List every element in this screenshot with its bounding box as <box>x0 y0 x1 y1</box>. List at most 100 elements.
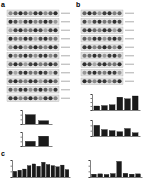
x-axis <box>13 177 71 178</box>
blot-band <box>107 20 111 24</box>
blot-band <box>8 45 12 49</box>
blot-band <box>8 11 12 15</box>
blot-label-placeholder <box>61 98 70 99</box>
blot-band <box>38 45 42 49</box>
blot-band <box>18 11 22 15</box>
blot-band <box>87 45 91 49</box>
blot-band <box>43 79 47 83</box>
blot-band <box>92 71 96 75</box>
blot-band <box>43 28 47 32</box>
blot-band <box>102 54 106 58</box>
bar <box>32 164 36 177</box>
x-axis <box>93 110 141 111</box>
axis-line <box>93 110 141 111</box>
bar <box>25 115 35 124</box>
bar <box>39 121 49 124</box>
blot-band <box>8 88 12 92</box>
bar <box>102 106 108 110</box>
tick-mark <box>21 119 23 120</box>
blot-panel <box>81 10 134 85</box>
blot-band <box>87 28 91 32</box>
blot-band <box>117 62 121 66</box>
tick-mark <box>89 171 91 172</box>
bar-chart <box>11 161 71 178</box>
bar <box>123 173 128 177</box>
blot-band <box>8 54 12 58</box>
bar <box>56 167 60 177</box>
blot-strip <box>7 27 59 34</box>
blot-band <box>43 71 47 75</box>
blot-band <box>92 20 96 24</box>
bar <box>117 161 122 177</box>
bar <box>13 171 17 177</box>
blot-band <box>82 20 86 24</box>
blot-band <box>53 45 57 49</box>
blot-strip <box>7 61 59 68</box>
blot-band <box>48 20 52 24</box>
bar <box>129 174 134 177</box>
blot-band <box>28 79 32 83</box>
tick-mark <box>11 171 13 172</box>
blot-band <box>53 28 57 32</box>
bar <box>23 169 27 177</box>
tick-mark <box>11 166 13 167</box>
blot-band <box>18 96 22 100</box>
bar <box>42 162 46 177</box>
blot-band <box>53 96 57 100</box>
blot-panel <box>7 10 70 102</box>
axis-line <box>11 161 13 178</box>
blot-label-placeholder <box>125 30 134 31</box>
blot-band <box>23 20 27 24</box>
blot-band <box>8 20 12 24</box>
blot-band <box>18 79 22 83</box>
tick-mark <box>91 102 93 103</box>
tick-mark <box>21 132 23 133</box>
axis-line <box>23 124 53 125</box>
blot-label-placeholder <box>61 30 70 31</box>
panel-label: a <box>1 1 5 8</box>
tick <box>11 171 13 172</box>
blot-label-placeholder <box>125 21 134 22</box>
blot-strip <box>7 10 59 17</box>
blot-label-placeholder <box>61 72 70 73</box>
blot-band <box>117 37 121 41</box>
blot-band <box>48 62 52 66</box>
blot-band <box>112 11 116 15</box>
blot-band <box>82 37 86 41</box>
blot-band <box>87 79 91 83</box>
blot-band <box>38 62 42 66</box>
tick <box>89 177 91 178</box>
bar <box>125 99 131 110</box>
bars <box>94 96 138 110</box>
blot-band <box>102 71 106 75</box>
blot-band <box>43 96 47 100</box>
blot-band <box>23 54 27 58</box>
axis-line <box>91 95 93 111</box>
tick-mark <box>91 125 93 126</box>
blot-strip <box>7 78 59 85</box>
bar-chart <box>91 95 141 111</box>
tick <box>91 136 93 137</box>
blot-label-placeholder <box>125 72 134 73</box>
blot-band <box>102 28 106 32</box>
blot-band <box>97 28 101 32</box>
blot-band <box>13 88 17 92</box>
blot-band <box>82 71 86 75</box>
blot-band <box>33 28 37 32</box>
blot-band <box>23 28 27 32</box>
blot-band <box>18 28 22 32</box>
blot-band <box>112 71 116 75</box>
x-axis <box>93 136 141 137</box>
tick-mark <box>89 177 91 178</box>
blot-band <box>117 20 121 24</box>
blot-band <box>87 37 91 41</box>
blot-band <box>13 62 17 66</box>
blot-strip <box>81 61 123 68</box>
y-axis <box>21 133 23 147</box>
blot-band <box>23 88 27 92</box>
blot-band <box>82 28 86 32</box>
blot-band <box>28 45 32 49</box>
blot-strip <box>81 78 123 85</box>
blot-band <box>33 54 37 58</box>
blot-band <box>48 96 52 100</box>
